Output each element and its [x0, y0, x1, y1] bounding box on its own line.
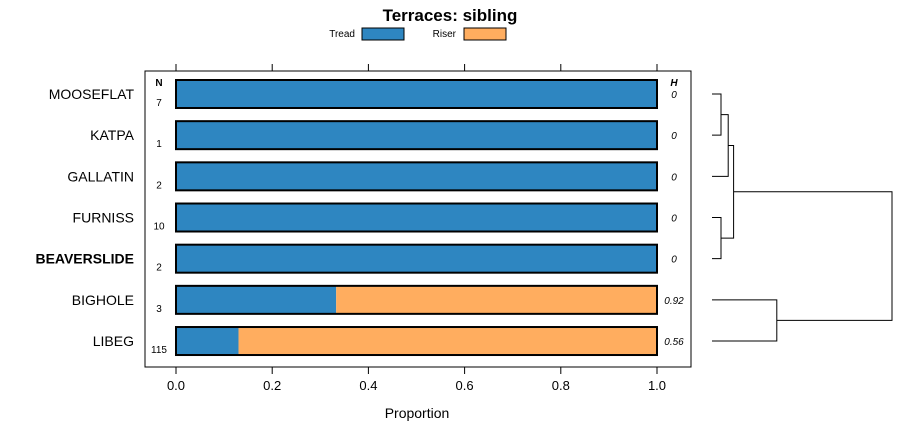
bar-furniss-tread [176, 203, 657, 232]
dendrogram-link-4 [712, 299, 778, 342]
x-tick-label-3: 0.6 [456, 378, 474, 393]
category-label-bighole: BIGHOLE [72, 292, 134, 308]
h-value-mooseflat: 0 [671, 90, 677, 101]
bar-outline-mooseflat [175, 79, 658, 109]
bar-bighole-tread [176, 285, 337, 314]
n-value-gallatin: 2 [156, 180, 162, 191]
category-label-mooseflat: MOOSEFLAT [49, 86, 135, 102]
h-value-libeg: 0.56 [664, 337, 684, 348]
n-value-mooseflat: 7 [156, 98, 162, 109]
h-value-bighole: 0.92 [664, 296, 684, 307]
category-label-gallatin: GALLATIN [67, 168, 134, 184]
legend-swatch-riser [463, 27, 507, 41]
bar-outline-bighole [175, 284, 658, 315]
legend: Tread Riser [329, 27, 507, 41]
bar-mooseflat-tread [176, 80, 657, 108]
bar-gallatin-tread [176, 162, 657, 191]
legend-label-riser: Riser [433, 29, 457, 40]
n-column-header: N [155, 78, 162, 89]
dendrogram-link-0 [712, 93, 722, 136]
dendrogram-link-2 [712, 114, 729, 177]
bar-outline-furniss [175, 202, 658, 233]
dendrogram-group [712, 93, 893, 342]
category-label-libeg: LIBEG [93, 333, 134, 349]
bar-outline-beaverslide [175, 243, 658, 274]
bar-outline-libeg [175, 326, 658, 357]
dendrogram-link-1 [712, 217, 722, 260]
bar-libeg-riser [238, 327, 657, 356]
n-value-furniss: 10 [153, 222, 165, 233]
bar-katpa-tread [176, 121, 657, 150]
bars-group [175, 79, 658, 357]
category-label-katpa: KATPA [90, 127, 134, 143]
x-tick-label-0: 0.0 [167, 378, 185, 393]
n-value-beaverslide: 2 [156, 263, 162, 274]
dendrogram-link-5 [733, 191, 893, 321]
h-value-gallatin: 0 [671, 172, 677, 183]
category-label-furniss: FURNISS [73, 210, 134, 226]
x-tick-label-5: 1.0 [648, 378, 666, 393]
legend-swatch-tread [361, 27, 405, 41]
dendrogram-link-3 [721, 144, 735, 239]
bar-libeg-tread [176, 327, 239, 356]
legend-label-tread: Tread [329, 29, 355, 40]
x-axis-title: Proportion [385, 405, 450, 421]
chart-title: Terraces: sibling [383, 6, 518, 25]
x-tick-label-1: 0.2 [263, 378, 281, 393]
x-tick-label-4: 0.8 [552, 378, 570, 393]
h-value-furniss: 0 [671, 214, 677, 225]
bar-outline-katpa [175, 120, 658, 151]
x-tick-label-2: 0.4 [359, 378, 377, 393]
bar-bighole-riser [336, 285, 657, 314]
row-labels-group: MOOSEFLAT70KATPA10GALLATIN20FURNISS100BE… [35, 86, 684, 356]
bar-outline-gallatin [175, 161, 658, 192]
n-value-katpa: 1 [156, 139, 162, 150]
h-column-header: H [670, 78, 678, 89]
category-label-beaverslide: BEAVERSLIDE [35, 251, 134, 267]
plot-frame [144, 70, 692, 368]
bar-beaverslide-tread [176, 244, 657, 273]
n-value-bighole: 3 [156, 304, 162, 315]
n-value-libeg: 115 [151, 345, 167, 356]
h-value-beaverslide: 0 [671, 255, 677, 266]
x-axis-group: 0.0 0.2 0.4 0.6 0.8 1.0 [167, 64, 666, 393]
h-value-katpa: 0 [671, 131, 677, 142]
